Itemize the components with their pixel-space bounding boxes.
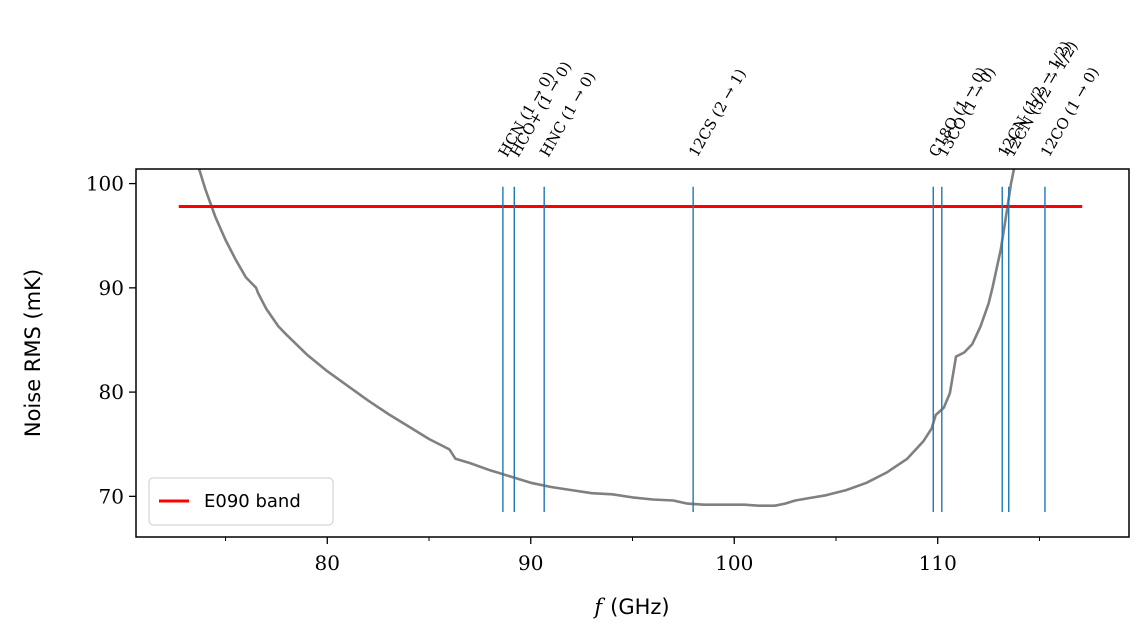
x-axis-label-var: f	[592, 595, 605, 619]
x-tick-label-3: 110	[919, 551, 957, 575]
legend-box	[148, 477, 334, 526]
legend: E090 band	[148, 477, 334, 526]
x-axis-label: f (GHz)	[592, 595, 669, 619]
y-tick-label-3: 100	[86, 172, 124, 196]
x-tick-label-1: 90	[518, 551, 543, 575]
y-tick-label-1: 80	[99, 380, 124, 404]
y-tick-label-2: 90	[99, 276, 124, 300]
plot-layer	[178, 168, 1083, 512]
x-tick-label-0: 80	[315, 551, 340, 575]
x-axis-label-unit: (GHz)	[610, 595, 669, 619]
noise-curve	[197, 168, 1016, 507]
y-tick-label-0: 70	[99, 484, 124, 508]
axes-layer: 80 90 100 110 70 80 90 100	[86, 172, 1040, 575]
y-axis-label: Noise RMS (mK)	[21, 269, 45, 437]
x-tick-label-2: 100	[715, 551, 753, 575]
legend-label: E090 band	[204, 491, 301, 512]
